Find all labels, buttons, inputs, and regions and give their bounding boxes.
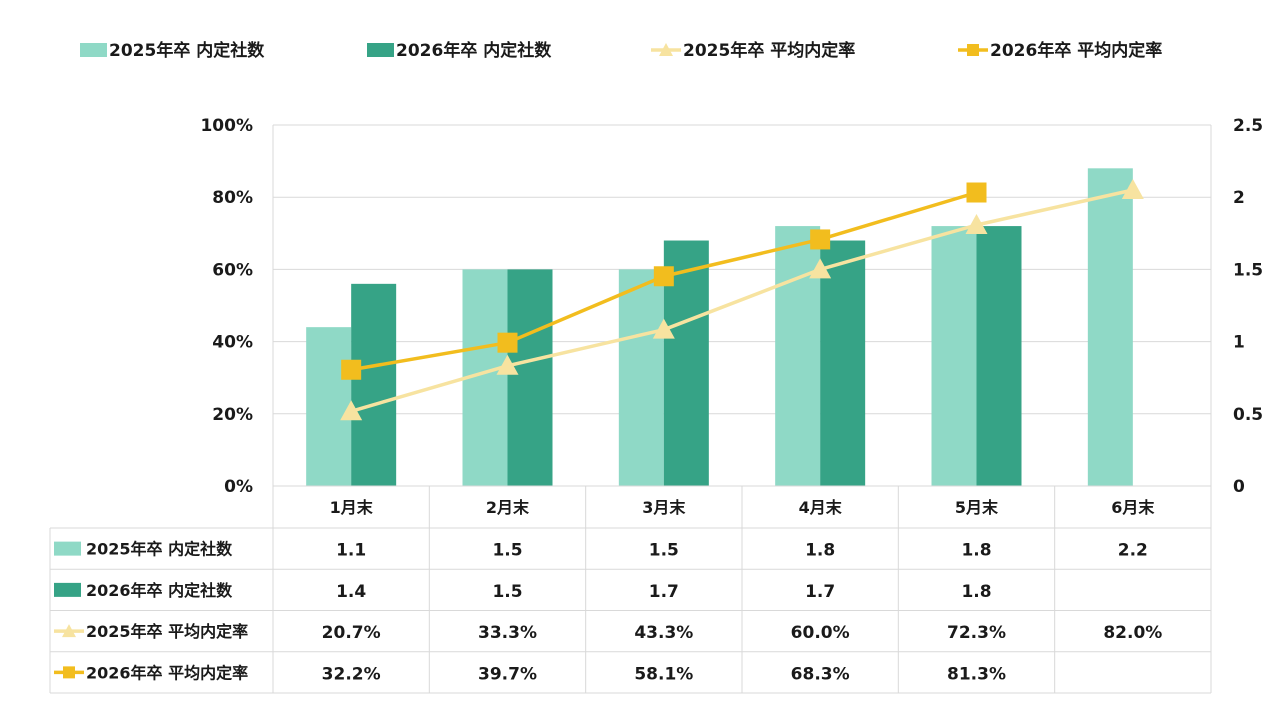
right-axis-tick-label: 0.5 — [1233, 405, 1263, 425]
data-label: 43.3% — [634, 623, 693, 643]
triangle-marker — [809, 258, 832, 279]
triangle-marker — [652, 318, 675, 339]
data-label: 1.8 — [805, 541, 835, 561]
data-label: 33.3% — [478, 623, 537, 643]
bar-2-4月末 — [820, 240, 866, 486]
legend-swatch — [367, 43, 394, 57]
triangle-marker — [340, 400, 363, 421]
data-label: 39.7% — [478, 664, 537, 684]
category-label: 5月末 — [955, 498, 999, 517]
left-axis-tick-label: 0% — [224, 477, 253, 497]
right-axis-tick-label: 1 — [1233, 333, 1245, 353]
bar-1-5月末 — [931, 226, 977, 486]
bar-1-3月末 — [618, 269, 664, 486]
category-label: 1月末 — [330, 498, 374, 517]
table-legend-swatch — [54, 582, 81, 597]
data-label: 1.1 — [336, 541, 366, 561]
data-label: 32.2% — [322, 664, 381, 684]
left-axis-tick-label: 40% — [212, 333, 253, 353]
square-marker — [497, 332, 518, 353]
left-axis-tick-label: 20% — [212, 405, 253, 425]
right-axis-tick-label: 2 — [1233, 188, 1245, 208]
legend-label: 2025年卒 内定社数 — [109, 40, 265, 61]
category-label: 2月末 — [486, 498, 530, 517]
triangle-marker — [496, 354, 519, 375]
data-label: 1.5 — [492, 582, 522, 602]
square-marker — [966, 182, 987, 203]
data-label: 68.3% — [791, 664, 850, 684]
square-marker — [341, 359, 362, 380]
data-label: 1.5 — [649, 541, 679, 561]
right-axis-tick-label: 1.5 — [1233, 260, 1263, 280]
data-label: 20.7% — [322, 623, 381, 643]
data-label: 1.8 — [961, 582, 991, 602]
table-legend-triangle-key — [62, 624, 76, 638]
table-series-name: 2026年卒 平均内定率 — [86, 663, 248, 682]
data-label: 72.3% — [947, 623, 1006, 643]
category-label: 3月末 — [642, 498, 686, 517]
data-label: 2.2 — [1118, 541, 1148, 561]
bar-2-2月末 — [507, 269, 553, 486]
bar-1-4月末 — [775, 226, 821, 486]
data-label: 1.7 — [649, 582, 679, 602]
bar-2-1月末 — [351, 283, 397, 486]
right-axis-tick-label: 2.5 — [1233, 116, 1263, 136]
series-line-3 — [350, 188, 1134, 413]
legend-label: 2026年卒 平均内定率 — [990, 40, 1162, 61]
right-axis-tick-label: 0 — [1233, 477, 1245, 497]
data-label: 81.3% — [947, 664, 1006, 684]
bar-1-1月末 — [306, 327, 352, 486]
legend-swatch — [80, 43, 107, 57]
triangle-marker — [1121, 178, 1144, 199]
category-label: 4月末 — [799, 498, 843, 517]
table-series-name: 2026年卒 内定社数 — [86, 581, 233, 600]
left-axis-tick-label: 80% — [212, 188, 253, 208]
bar-2-5月末 — [976, 226, 1022, 486]
data-label: 1.4 — [336, 582, 366, 602]
data-label: 82.0% — [1103, 623, 1162, 643]
legend-label: 2026年卒 内定社数 — [396, 40, 552, 61]
legend-square-key — [967, 44, 979, 56]
data-label: 1.7 — [805, 582, 835, 602]
table-series-name: 2025年卒 平均内定率 — [86, 622, 248, 641]
table-legend-square-key — [63, 666, 75, 679]
table-legend-swatch — [54, 541, 81, 556]
bar-1-6月末 — [1087, 168, 1133, 486]
table-series-name: 2025年卒 内定社数 — [86, 540, 233, 559]
triangle-marker — [965, 213, 988, 234]
data-label: 1.5 — [492, 541, 522, 561]
square-marker — [810, 229, 831, 250]
left-axis-tick-label: 60% — [212, 260, 253, 280]
left-axis-tick-label: 100% — [200, 116, 253, 136]
legend-triangle-key — [659, 43, 673, 56]
data-label: 60.0% — [791, 623, 850, 643]
square-marker — [653, 266, 674, 287]
legend-label: 2025年卒 平均内定率 — [683, 40, 855, 61]
data-label: 1.8 — [961, 541, 991, 561]
data-label: 58.1% — [634, 664, 693, 684]
category-label: 6月末 — [1111, 498, 1155, 517]
